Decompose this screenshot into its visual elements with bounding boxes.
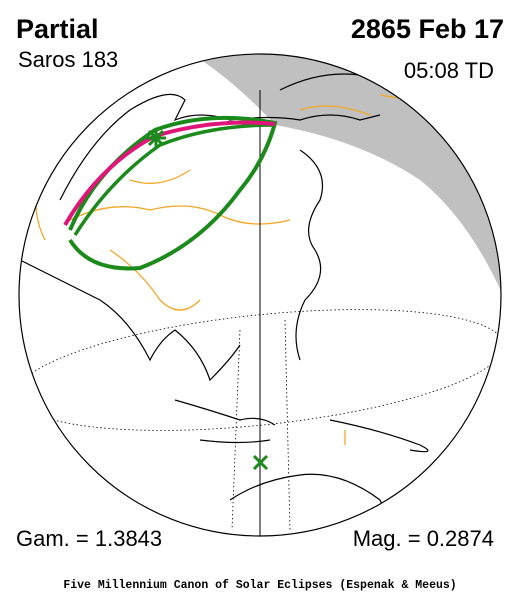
greatest-eclipse-marker: [146, 128, 166, 148]
coastline: [19, 259, 241, 382]
eclipse-limit: [73, 123, 276, 236]
coastline: [329, 419, 429, 453]
subsolar-marker: [252, 454, 269, 471]
eclipse-type: Partial: [16, 14, 99, 44]
limit-line: [231, 319, 291, 531]
eclipse-limit: [68, 115, 278, 271]
time: 05:08 TD: [404, 58, 494, 83]
saros: Saros 183: [18, 47, 118, 72]
coastline: [59, 93, 381, 201]
magnitude: Mag. = 0.2874: [353, 526, 494, 551]
coastline: [295, 149, 324, 361]
gamma: Gam. = 1.3843: [16, 526, 162, 551]
credit: Five Millennium Canon of Solar Eclipses …: [63, 579, 456, 592]
date: 2865 Feb 17: [351, 14, 504, 44]
border: [35, 94, 411, 445]
coastline: [174, 399, 276, 444]
